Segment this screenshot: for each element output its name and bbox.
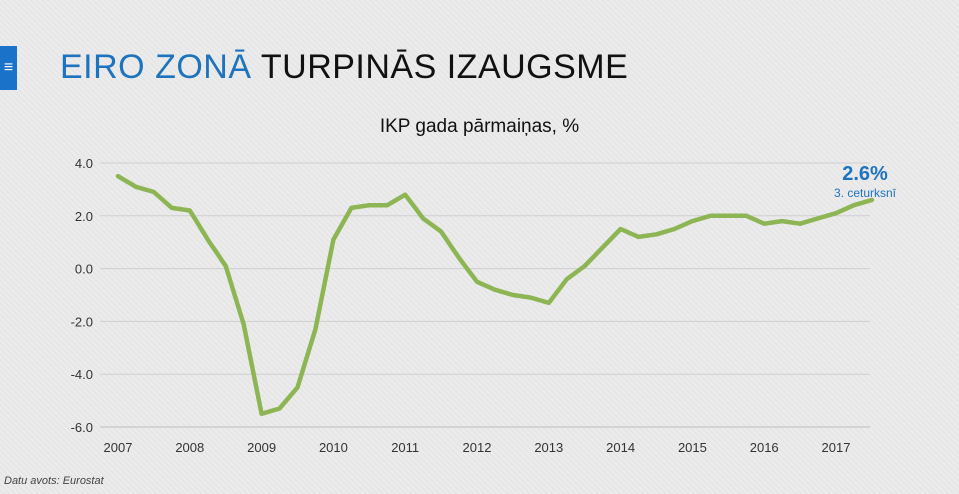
x-tick-label: 2008 [175,440,204,455]
x-tick-label: 2017 [822,440,851,455]
y-tick-label: 2.0 [75,209,93,224]
annotation-sub-label: 3. ceturksnī [834,186,897,200]
x-tick-label: 2009 [247,440,276,455]
x-tick-label: 2007 [104,440,133,455]
x-tick-label: 2014 [606,440,635,455]
annotation-value: 2.6% [842,163,888,185]
y-tick-label: -2.0 [71,314,93,329]
x-tick-label: 2013 [534,440,563,455]
x-tick-label: 2012 [463,440,492,455]
y-tick-label: 0.0 [75,262,93,277]
hamburger-menu-icon[interactable]: ≡ [0,46,17,90]
page-title: EIRO ZONĀ TURPINĀS IZAUGSME [60,48,628,87]
x-tick-label: 2010 [319,440,348,455]
series-line [115,173,875,417]
y-tick-label: -6.0 [71,420,93,435]
x-tick-label: 2015 [678,440,707,455]
data-source-note: Datu avots: Eurostat [4,475,104,487]
x-tick-label: 2016 [750,440,779,455]
x-tick-label: 2011 [391,440,419,455]
chart-title: IKP gada pārmaiņas, % [379,116,580,137]
page-title-rest: TURPINĀS IZAUGSME [260,48,629,86]
y-tick-label: -4.0 [71,367,93,382]
page-title-accent: EIRO ZONĀ [60,48,252,86]
y-tick-label: 4.0 [75,156,93,171]
